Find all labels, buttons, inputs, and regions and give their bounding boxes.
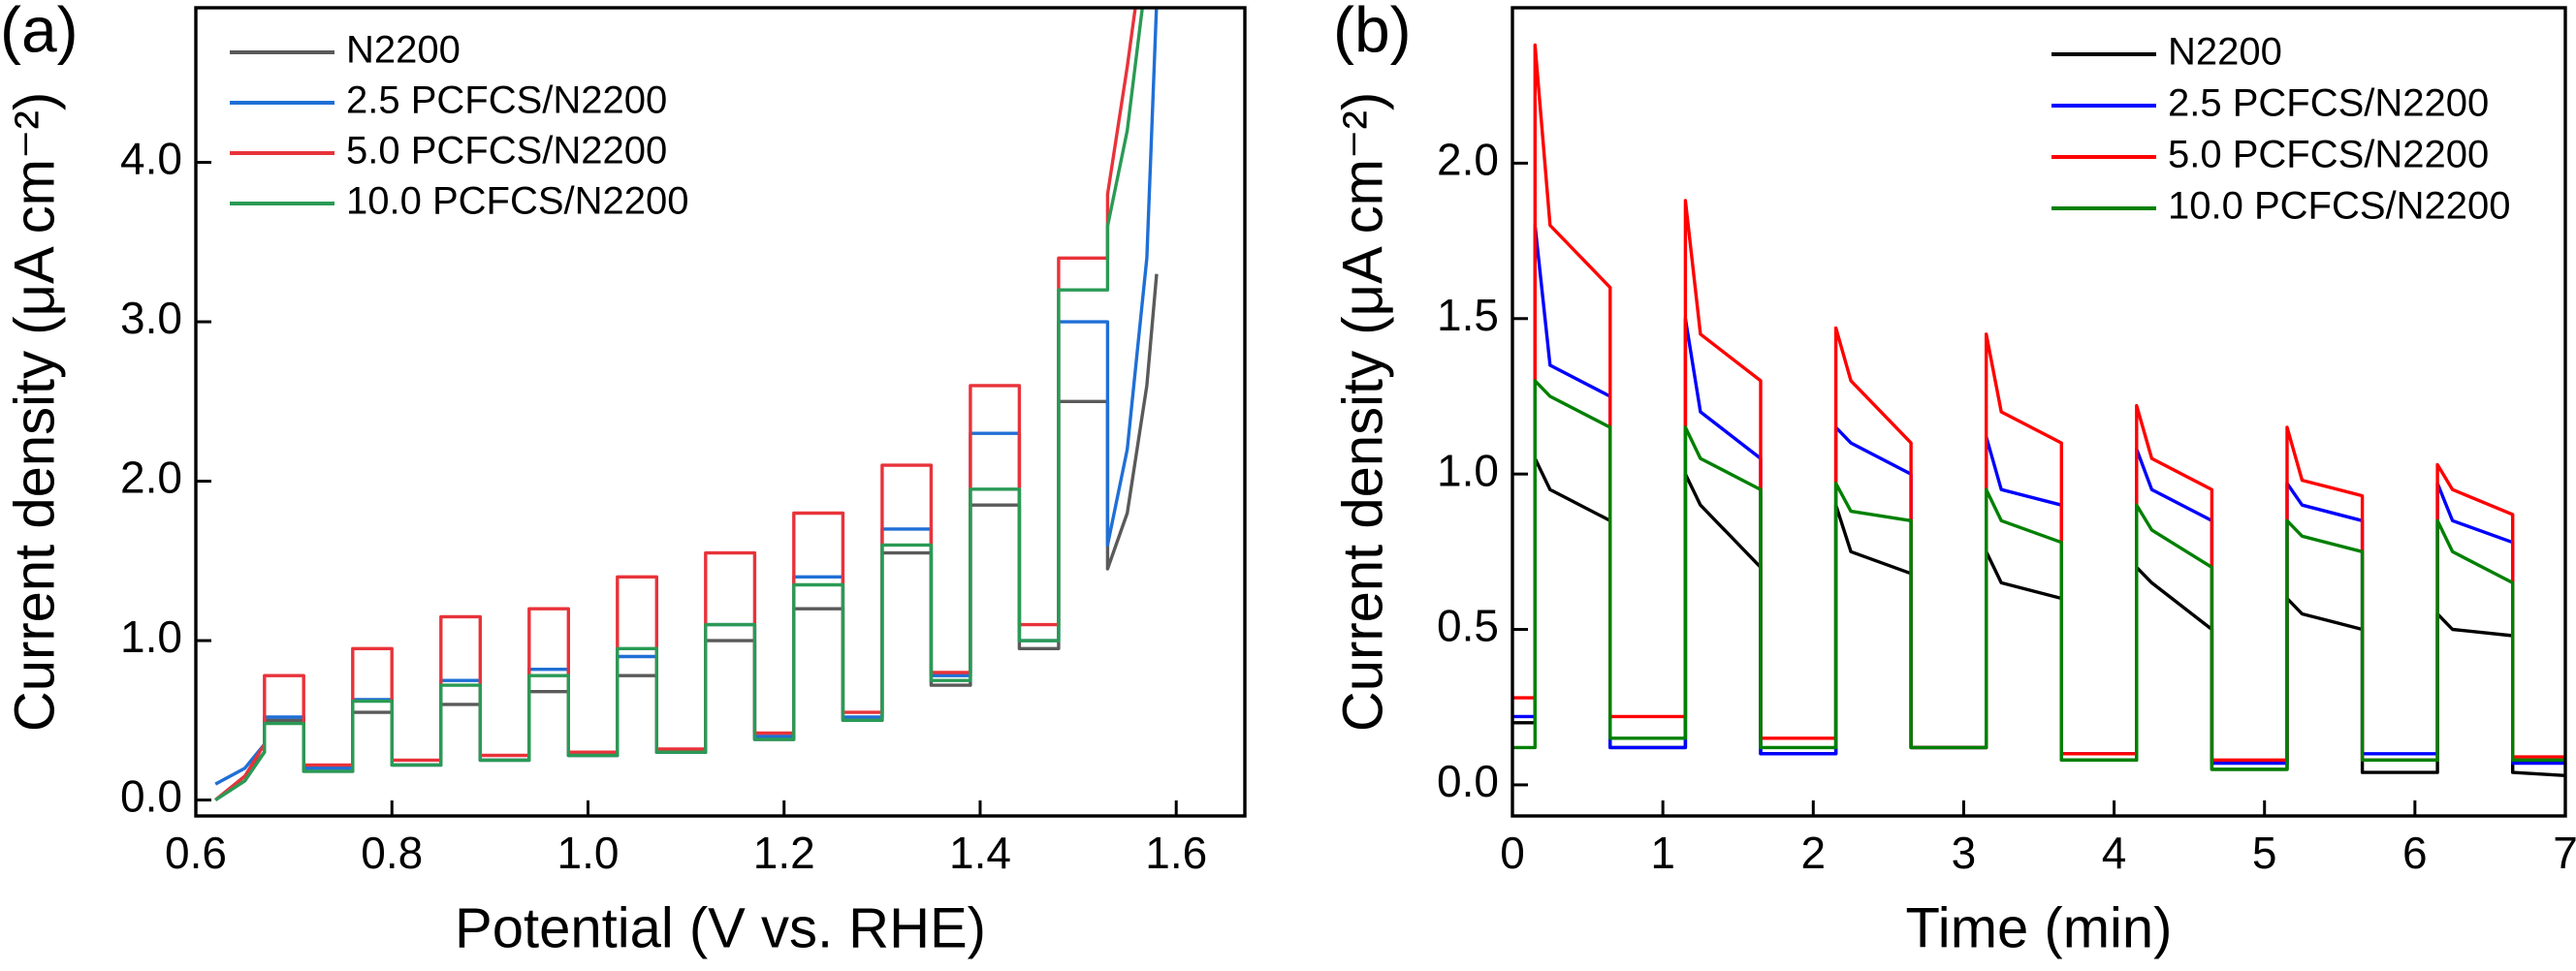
x-tick-label: 0.6 — [165, 828, 227, 878]
x-axis-label: Potential (V vs. RHE) — [455, 896, 986, 959]
y-tick-label: 3.0 — [120, 293, 182, 343]
y-axis-label: Current density (μA cm⁻²) — [1331, 92, 1394, 732]
x-tick-label: 0 — [1500, 828, 1525, 878]
x-tick-label: 4 — [2102, 828, 2127, 878]
legend-label: 10.0 PCFCS/N2200 — [2168, 185, 2511, 228]
x-tick-label: 6 — [2402, 828, 2428, 878]
data-line — [214, 8, 1144, 802]
y-tick-label: 0.0 — [1437, 756, 1499, 806]
x-tick-label: 0.8 — [361, 828, 423, 878]
y-tick-label: 1.0 — [120, 611, 182, 662]
panel: 0 1 2 3 4 5 6 7 0.0 0.5 1.0 1.5 2.0 Time (min) Current… — [1331, 0, 2576, 959]
plot-frame — [1511, 6, 2567, 818]
x-tick-label: 1 — [1650, 828, 1675, 878]
legend-label: 5.0 PCFCS/N2200 — [2168, 134, 2489, 176]
plot-area — [214, 8, 1159, 802]
x-tick-label: 1.4 — [949, 828, 1011, 878]
x-axis-label: Time (min) — [1906, 896, 2173, 959]
legend-label: N2200 — [346, 29, 461, 72]
data-line — [1512, 223, 2565, 766]
y-tick-label: 2.0 — [120, 453, 182, 503]
x-tick-label: 7 — [2553, 828, 2576, 878]
x-tick-label: 3 — [1952, 828, 1977, 878]
legend-label: 2.5 PCFCS/N2200 — [2168, 82, 2489, 125]
x-tick-label: 1.2 — [753, 828, 815, 878]
panel-label: (a) — [0, 0, 79, 65]
x-tick-label: 1.0 — [557, 828, 620, 878]
y-tick-label: 1.0 — [1437, 445, 1499, 495]
y-tick-label: 4.0 — [120, 134, 182, 184]
legend-label: 2.5 PCFCS/N2200 — [346, 79, 667, 122]
plot-area — [1512, 43, 2565, 777]
x-tick-label: 2 — [1800, 828, 1826, 878]
legend-label: 10.0 PCFCS/N2200 — [346, 180, 689, 223]
x-tick-label: 1.6 — [1145, 828, 1207, 878]
panel: 0.6 0.8 1.0 1.2 1.4 1.6 0.0 1.0 2.0 3.0 4.0 Potenti… — [0, 0, 1247, 959]
legend-label: N2200 — [2168, 31, 2282, 74]
y-tick-label: 2.0 — [1437, 135, 1499, 185]
data-line — [1512, 379, 2565, 771]
x-tick-label: 5 — [2252, 828, 2277, 878]
y-tick-label: 0.5 — [1437, 601, 1499, 651]
y-tick-label: 1.5 — [1437, 290, 1499, 340]
data-line — [214, 273, 1159, 801]
data-line — [1512, 456, 2565, 777]
y-axis-label: Current density (μA cm⁻²) — [3, 92, 66, 732]
y-tick-label: 0.0 — [120, 771, 182, 822]
plot-frame — [194, 6, 1247, 818]
legend-label: 5.0 PCFCS/N2200 — [346, 130, 667, 172]
panel-label: (b) — [1333, 0, 1412, 65]
